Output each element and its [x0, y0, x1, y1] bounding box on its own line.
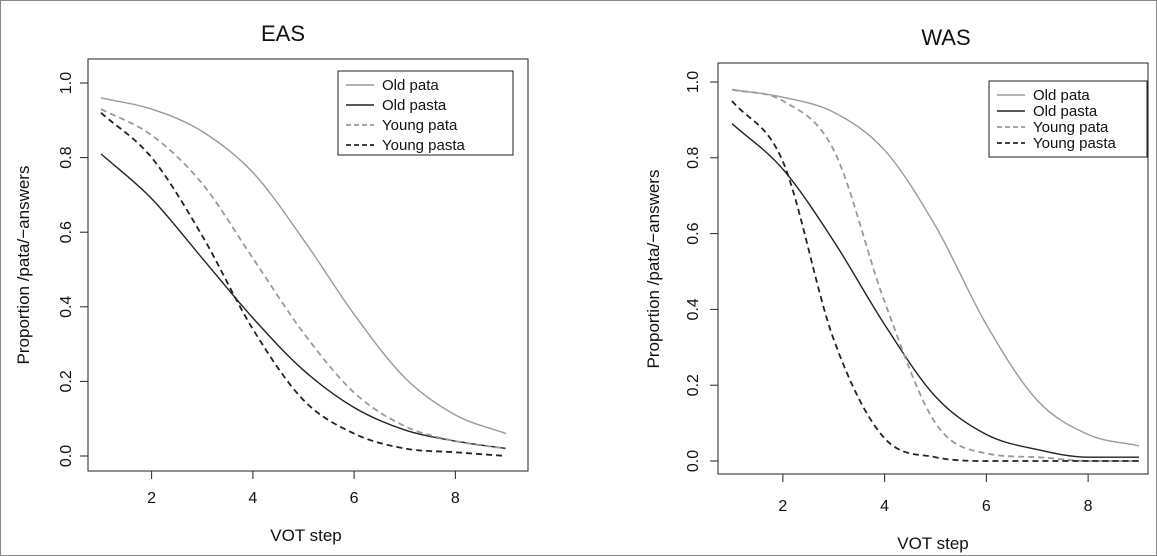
series-line-old-pata: [100, 97, 507, 435]
legend-label: Young pasta: [1033, 135, 1117, 152]
y-tick-label: 0.8: [58, 146, 75, 168]
x-axis-label: VOT step: [897, 534, 969, 553]
y-axis: 0.0 0.2 0.4 0.6 0.8 1.0: [685, 71, 718, 472]
x-tick-label: 4: [248, 490, 257, 507]
x-tick-label: 4: [880, 498, 889, 515]
x-axis-label: VOT step: [270, 526, 342, 545]
y-tick-label: 0.0: [58, 445, 75, 467]
series-line-old-pasta: [731, 123, 1139, 458]
series-lines: [731, 88, 1140, 462]
plot-frame: [717, 62, 1149, 475]
y-tick-label: 0.8: [685, 147, 702, 169]
series-line-young-pata: [731, 88, 1139, 462]
y-tick-label: 0.2: [685, 374, 702, 396]
x-tick-label: 2: [147, 490, 156, 507]
legend-label: Old pata: [382, 77, 439, 94]
chart-title: WAS: [921, 25, 970, 50]
y-tick-label: 0.4: [685, 298, 702, 320]
series-line-old-pasta: [100, 153, 507, 450]
legend-label: Young pasta: [382, 137, 466, 154]
legend: Old pata Old pasta Young pata Young pasta: [337, 70, 514, 156]
y-tick-label: 0.4: [58, 296, 75, 318]
legend-box: [988, 80, 1148, 158]
y-tick-label: 1.0: [685, 71, 702, 93]
y-axis-label: Proportion /pata/−answers: [14, 166, 33, 365]
legend-label: Young pata: [1033, 119, 1109, 136]
chart-title: EAS: [261, 21, 305, 46]
legend-label: Young pata: [382, 117, 458, 134]
x-tick-label: 2: [778, 498, 787, 515]
x-axis: 2 4 6 8: [778, 474, 1093, 515]
series-line-old-pata: [731, 88, 1140, 447]
y-tick-label: 0.6: [685, 222, 702, 244]
chart-panel-eas: EAS 2 4 6 8 0.0 0.2 0.4 0.6 0.8 1.0 VOT step Pro…: [14, 21, 529, 545]
series-line-young-pata: [100, 108, 507, 450]
chart-panel-was: WAS 2 4 6 8 0.0 0.2 0.4 0.6 0.8 1.0 VOT step Pro…: [644, 25, 1149, 553]
series-lines: [100, 97, 507, 457]
x-axis: 2 4 6 8: [147, 471, 460, 507]
y-tick-label: 0.2: [58, 370, 75, 392]
plot-frame: [87, 58, 529, 472]
series-line-young-pasta: [100, 112, 507, 457]
y-tick-label: 0.0: [685, 450, 702, 472]
x-tick-label: 6: [350, 490, 359, 507]
x-tick-label: 6: [982, 498, 991, 515]
legend-label: Old pasta: [1033, 103, 1098, 120]
x-tick-label: 8: [451, 490, 460, 507]
y-axis-label: Proportion /pata/−answers: [644, 170, 663, 369]
y-axis: 0.0 0.2 0.4 0.6 0.8 1.0: [58, 72, 88, 467]
series-line-young-pasta: [731, 100, 1139, 462]
y-tick-label: 1.0: [58, 72, 75, 94]
x-tick-label: 8: [1084, 498, 1093, 515]
legend-label: Old pasta: [382, 97, 447, 114]
y-tick-label: 0.6: [58, 221, 75, 243]
legend-label: Old pata: [1033, 87, 1090, 104]
